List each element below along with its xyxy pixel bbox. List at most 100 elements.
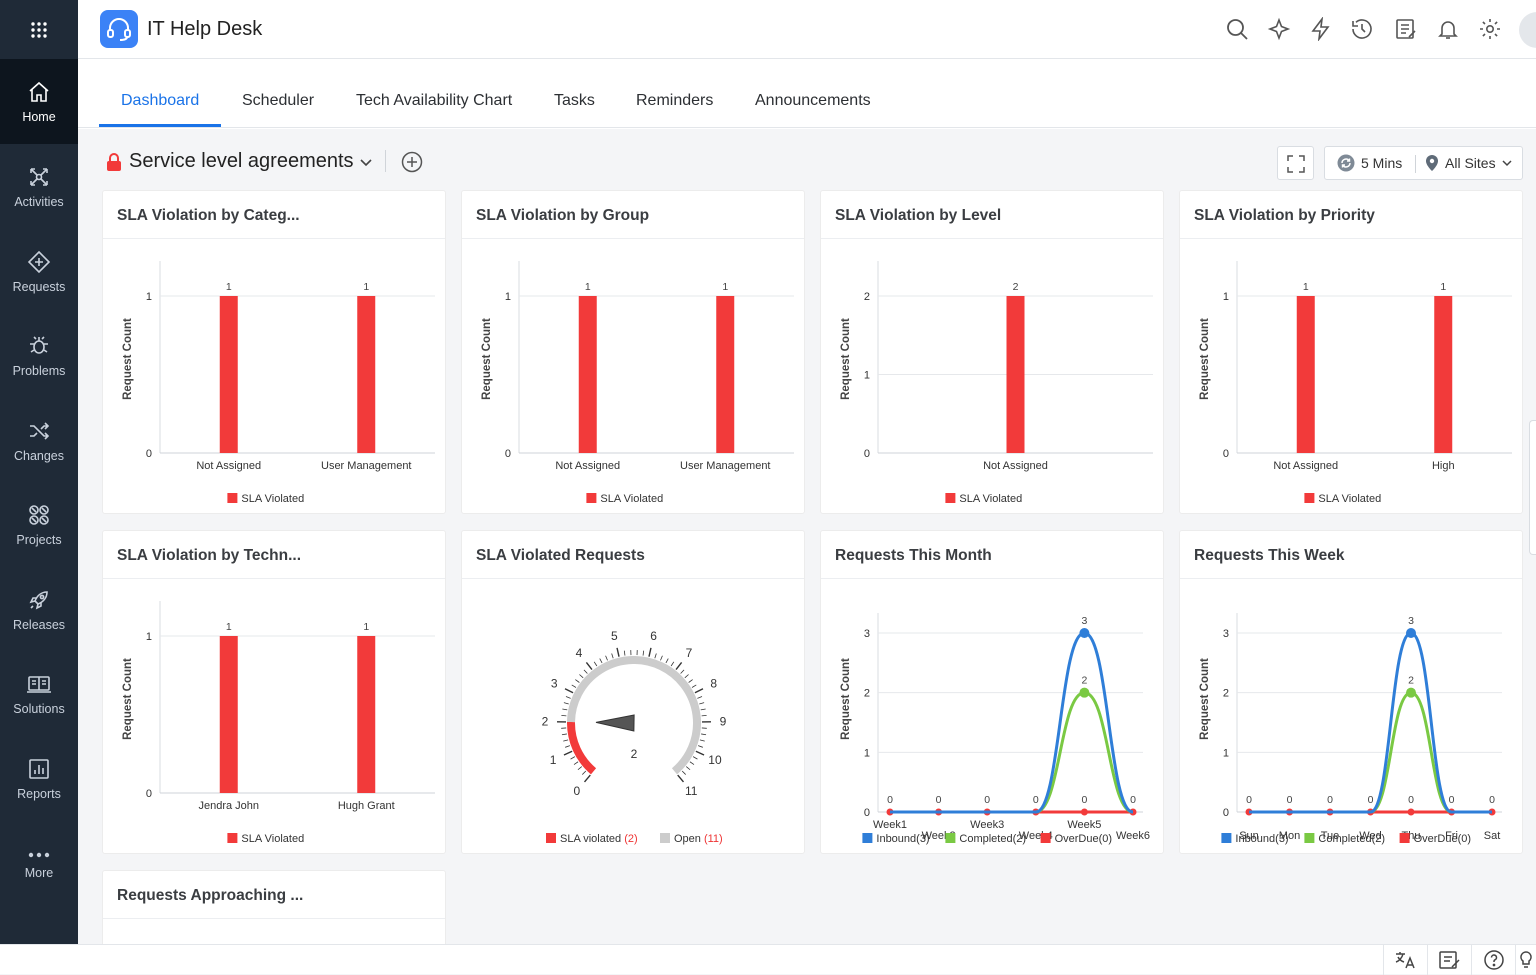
legend-swatch <box>945 493 955 503</box>
sidebar-item-reports[interactable]: Reports <box>0 736 78 821</box>
x-tick-label: Not Assigned <box>555 460 620 472</box>
sidebar-item-changes[interactable]: Changes <box>0 398 78 483</box>
y-tick-label: 3 <box>1223 628 1229 640</box>
dashboard-name: Service level agreements <box>129 150 354 173</box>
chart-svg: Request Count0123Week1Week2Week3Week4Wee… <box>821 579 1165 854</box>
bell-icon[interactable] <box>1436 17 1460 41</box>
x-tick-label: Week5 <box>1067 819 1101 831</box>
data-label: 0 <box>1287 794 1293 806</box>
gauge-tick <box>562 709 567 710</box>
data-point <box>1079 688 1089 698</box>
notes-icon[interactable] <box>1394 17 1418 41</box>
app-logo <box>100 10 138 48</box>
tab-tech-availability-chart[interactable]: Tech Availability Chart <box>356 92 512 110</box>
legend-label: Completed(2) <box>959 833 1026 845</box>
gauge-tick <box>655 654 657 659</box>
site-value: All Sites <box>1445 155 1496 171</box>
tab-reminders[interactable]: Reminders <box>636 92 713 110</box>
sidebar-item-label: Changes <box>14 449 64 463</box>
gauge-tick <box>689 680 693 683</box>
refresh-interval-dropdown[interactable]: 5 Mins <box>1325 147 1415 179</box>
legend-label: SLA Violated <box>241 493 304 505</box>
sidebar-item-projects[interactable]: Projects <box>0 482 78 567</box>
gauge-tick-label: 4 <box>576 646 583 660</box>
expand-icon <box>1287 155 1305 173</box>
lightning-icon[interactable] <box>1309 17 1333 41</box>
legend-swatch <box>1304 493 1314 503</box>
tab-dashboard[interactable]: Dashboard <box>121 92 199 110</box>
gauge-tick-label: 10 <box>708 753 722 767</box>
data-label: 1 <box>226 621 232 633</box>
bottom-bar <box>0 944 1536 974</box>
data-point <box>1081 809 1088 816</box>
legend-label: SLA Violated <box>241 833 304 845</box>
gear-icon[interactable] <box>1478 17 1502 41</box>
sidebar-item-more[interactable]: More <box>0 822 78 907</box>
x-tick-label: Not Assigned <box>983 460 1048 472</box>
y-tick-label: 0 <box>146 788 152 800</box>
sidebar-item-label: Requests <box>13 280 66 294</box>
legend-label: SLA Violated <box>959 493 1022 505</box>
site-dropdown[interactable]: All Sites <box>1425 147 1523 179</box>
sidebar-item-label: More <box>25 866 53 880</box>
data-label: 2 <box>1408 675 1414 687</box>
scroll-handle[interactable] <box>1529 420 1536 555</box>
x-tick-label: Hugh Grant <box>338 800 395 812</box>
tab-scheduler[interactable]: Scheduler <box>242 92 314 110</box>
lock-icon <box>106 152 122 172</box>
sidebar-item-home[interactable]: Home <box>0 59 78 144</box>
tab-announcements[interactable]: Announcements <box>755 92 871 110</box>
x-tick-label: Week1 <box>873 819 907 831</box>
data-label: 0 <box>1081 794 1087 806</box>
sidebar-item-solutions[interactable]: Solutions <box>0 651 78 736</box>
notes-button[interactable] <box>1427 945 1471 975</box>
gauge-tick <box>585 775 591 782</box>
legend-swatch <box>586 493 596 503</box>
history-icon[interactable] <box>1350 17 1374 41</box>
translate-button[interactable] <box>1383 945 1427 975</box>
tips-button[interactable] <box>1515 945 1536 975</box>
y-axis-title: Request Count <box>481 318 493 400</box>
gauge-tick <box>682 771 686 775</box>
gauge-tick <box>676 662 682 669</box>
avatar[interactable] <box>1519 12 1536 48</box>
sidebar-item-problems[interactable]: Problems <box>0 313 78 398</box>
fullscreen-button[interactable] <box>1277 146 1314 180</box>
widget-title: SLA Violation by Level <box>835 207 1001 225</box>
help-icon <box>1484 950 1504 970</box>
sidebar-item-activities[interactable]: Activities <box>0 144 78 229</box>
y-axis-title: Request Count <box>840 318 852 400</box>
y-tick-label: 2 <box>864 688 870 700</box>
gauge-tick <box>700 740 705 741</box>
y-tick-label: 0 <box>505 448 511 460</box>
x-tick-label: Not Assigned <box>1273 460 1338 472</box>
legend-swatch <box>660 833 670 843</box>
sidebar-item-requests[interactable]: Requests <box>0 229 78 314</box>
add-widget-icon[interactable] <box>401 151 423 173</box>
app-switcher-button[interactable] <box>0 0 78 59</box>
help-button[interactable] <box>1471 945 1515 975</box>
widget-title: Requests This Week <box>1194 547 1344 565</box>
sparkle-icon[interactable] <box>1267 17 1291 41</box>
dashboard-selector[interactable]: Service level agreements <box>106 150 373 173</box>
gauge-tick <box>565 746 570 748</box>
gauge-tick <box>649 648 651 657</box>
legend-label: SLA Violated <box>600 493 663 505</box>
data-label: 0 <box>936 794 942 806</box>
data-label: 0 <box>1408 794 1414 806</box>
tab-tasks[interactable]: Tasks <box>554 92 595 110</box>
y-tick-label: 3 <box>864 628 870 640</box>
data-label: 0 <box>1033 794 1039 806</box>
gauge-tick <box>612 654 614 659</box>
search-icon[interactable] <box>1225 17 1249 41</box>
gauge-tick <box>566 697 571 699</box>
bar <box>1434 296 1452 453</box>
refresh-interval-value: 5 Mins <box>1361 155 1402 171</box>
sidebar-item-releases[interactable]: Releases <box>0 567 78 652</box>
